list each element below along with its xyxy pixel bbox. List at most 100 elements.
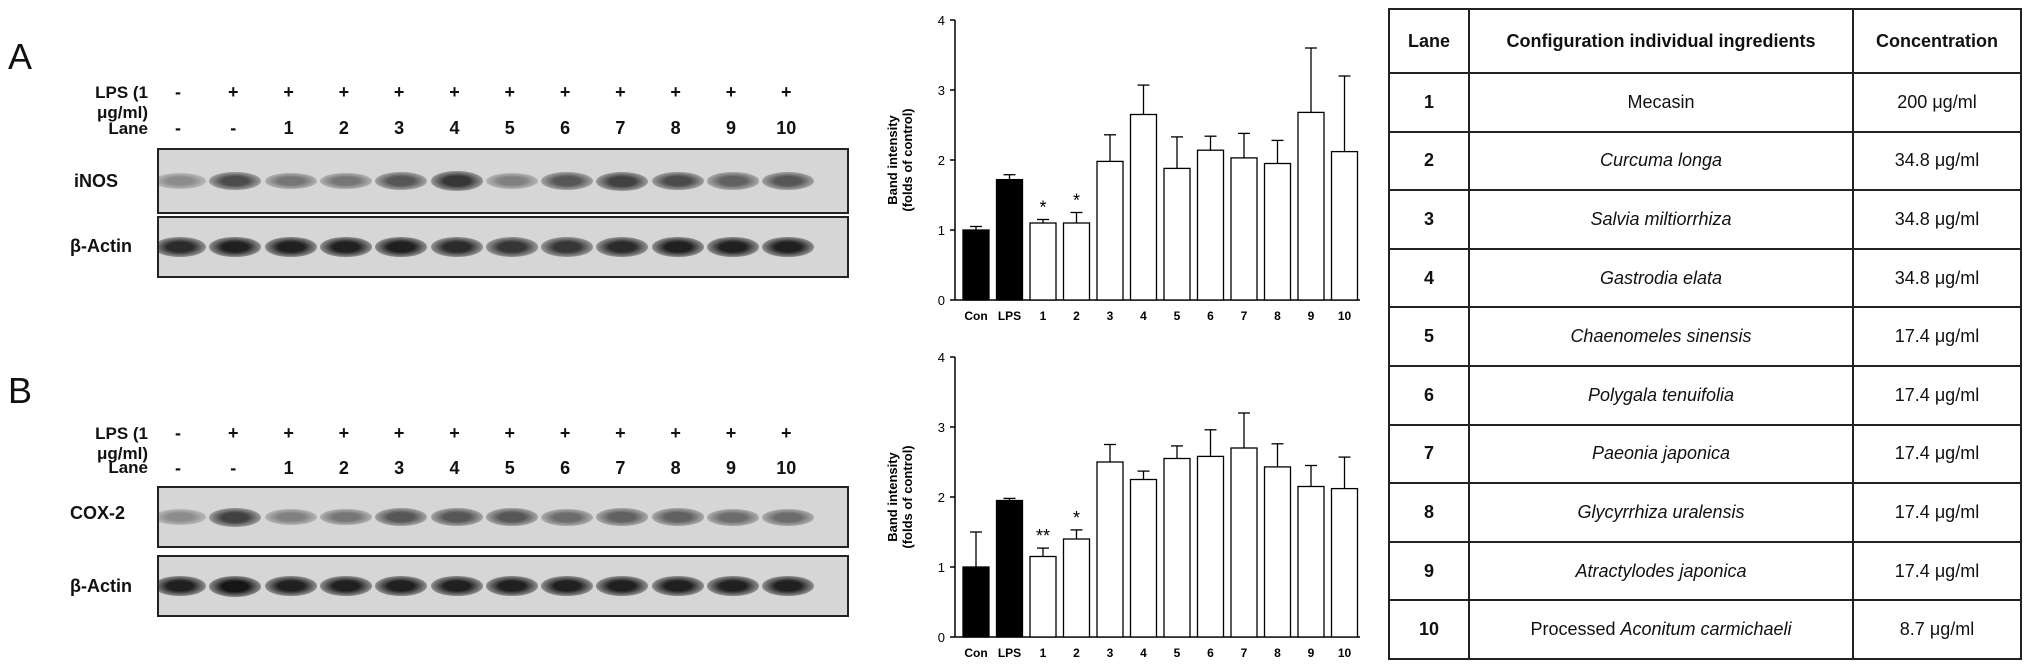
x-tick-label: 7 (1241, 646, 1248, 660)
lane-number: 9 (725, 458, 736, 478)
bar (1096, 461, 1124, 638)
significance-marker: * (1073, 191, 1080, 211)
header-lane: Lane (1388, 8, 1470, 74)
blot-band (762, 236, 815, 258)
blot-band (209, 171, 262, 191)
table-row: 1 Mecasin 200 μg/ml (1388, 72, 2022, 133)
lps-sign: + (504, 82, 516, 102)
table-row: 5 Chaenomeles sinensis 17.4 μg/ml (1388, 306, 2022, 367)
blot-band (264, 575, 317, 597)
table-row: 3 Salvia miltiorrhiza 34.8 μg/ml (1388, 189, 2022, 250)
lps-sign: + (670, 423, 681, 443)
lps-sign: + (615, 82, 626, 102)
bar (1263, 162, 1292, 301)
blot-band (707, 172, 759, 190)
lps-sign: + (781, 82, 792, 102)
ingredient-name: Atractylodes japonica (1575, 560, 1747, 581)
x-tick-label: 9 (1308, 309, 1315, 323)
actin-blot-a (157, 216, 849, 278)
lane-cell: 6 (1388, 364, 1470, 426)
y-axis-label-line: Band intensity (885, 451, 900, 541)
blot-band (430, 575, 483, 597)
bar (1129, 478, 1158, 638)
x-tick-label: Con (964, 646, 987, 660)
lane-cell: 8 (1388, 482, 1470, 543)
lane-number: - (175, 458, 181, 478)
concentration-cell: 17.4 μg/ml (1852, 423, 2022, 485)
concentration-cell: 17.4 μg/ml (1852, 540, 2022, 602)
blot-band (541, 172, 594, 190)
header-ingredients: Configuration individual ingredients (1468, 8, 1854, 74)
y-tick-label: 1 (938, 223, 945, 238)
panel-a-letter: A (8, 36, 33, 77)
blot-band (264, 509, 317, 525)
lps-sign: + (725, 82, 737, 102)
lane-cell: 1 (1388, 72, 1470, 133)
blot-band (651, 575, 704, 597)
bar (1163, 167, 1191, 301)
table-row: 7 Paeonia japonica 17.4 μg/ml (1388, 423, 2022, 485)
bar (1029, 555, 1057, 638)
ingredient-name: Paeonia japonica (1591, 443, 1731, 464)
lps-sign: + (559, 82, 571, 102)
blot-band (209, 575, 262, 597)
concentration-cell: 200 μg/ml (1852, 72, 2022, 133)
blot-band (707, 236, 759, 258)
x-tick-label: 9 (1308, 646, 1315, 660)
lps-sign: + (228, 82, 239, 102)
y-tick-label: 0 (938, 293, 945, 308)
x-tick-label: 10 (1338, 309, 1352, 323)
blot-band (485, 575, 538, 597)
y-axis-label-line: (folds of control) (900, 108, 915, 211)
ingredient-cell: Mecasin (1468, 72, 1854, 133)
lane-cell: 9 (1388, 540, 1470, 602)
bar (995, 499, 1024, 638)
lane-number: 9 (725, 118, 736, 138)
lane-number: 10 (776, 458, 797, 478)
lane-number: 10 (776, 118, 797, 138)
y-tick-label: 4 (938, 13, 945, 28)
bar (1029, 222, 1057, 301)
ingredient-name: Aconitum carmichaeli (1620, 619, 1792, 640)
blot-band (159, 237, 206, 257)
concentration-cell: 34.8 μg/ml (1852, 189, 2022, 250)
ingredient-cell: Curcuma longa (1468, 130, 1854, 192)
panel-b-lane-label: Lane (108, 458, 148, 477)
lps-sign: + (781, 423, 792, 443)
lane-number: 4 (449, 458, 460, 478)
table-row: 9 Atractylodes japonica 17.4 μg/ml (1388, 540, 2022, 602)
concentration-cell: 17.4 μg/ml (1852, 364, 2022, 426)
x-tick-label: 2 (1073, 646, 1080, 660)
lane-number: 5 (504, 458, 515, 478)
y-tick-label: 2 (938, 153, 945, 168)
significance-marker: * (1039, 198, 1046, 218)
bar (1062, 222, 1091, 301)
lps-sign: + (449, 423, 460, 443)
y-tick-label: 3 (938, 83, 945, 98)
x-tick-label: 2 (1073, 309, 1080, 323)
ingredient-name: Glycyrrhiza uralensis (1577, 501, 1745, 522)
x-tick-label: 5 (1174, 646, 1181, 660)
significance-marker: ** (1036, 526, 1050, 546)
x-tick-label: 1 (1040, 309, 1047, 323)
lps-sign: + (670, 82, 681, 102)
ingredient-name: Gastrodia elata (1599, 267, 1723, 288)
concentration-cell: 17.4 μg/ml (1852, 306, 2022, 367)
panel-a-lane-label: Lane (108, 119, 148, 138)
lps-sign: + (228, 423, 239, 443)
x-tick-label: 10 (1338, 646, 1352, 660)
panel-a-blot1-label: iNOS (74, 171, 119, 191)
bar (1230, 447, 1258, 638)
lps-sign: + (615, 423, 626, 443)
bar (962, 566, 990, 638)
ingredient-name: Polygala tenuifolia (1587, 384, 1735, 405)
x-tick-label: 3 (1107, 646, 1114, 660)
x-tick-label: LPS (998, 309, 1021, 323)
ingredient-prefix: Processed (1530, 619, 1621, 640)
blot-band (596, 508, 649, 526)
x-tick-label: 3 (1107, 309, 1114, 323)
inos-blot (157, 148, 849, 214)
lane-number: 7 (615, 118, 626, 138)
blot-band (541, 508, 594, 526)
bar (1096, 160, 1124, 301)
